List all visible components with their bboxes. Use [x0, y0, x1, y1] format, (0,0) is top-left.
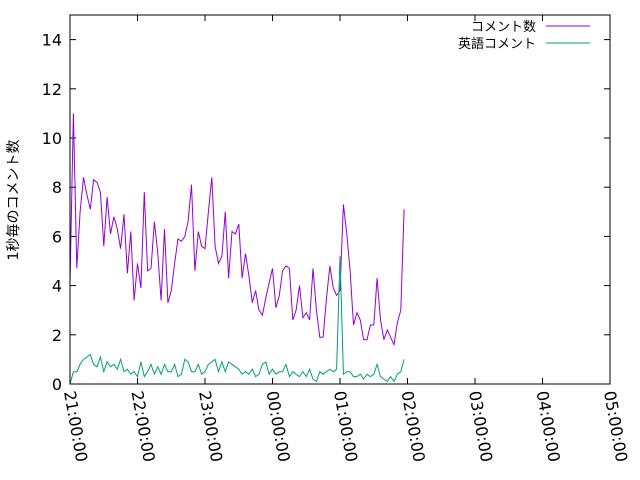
series-group: [69, 113, 405, 385]
y-tick-label: 10: [42, 129, 62, 148]
y-tick-label: 14: [42, 31, 62, 50]
y-tick-label: 8: [52, 178, 62, 197]
legend-label-2: 英語コメント: [458, 36, 536, 52]
series-line-2: [69, 256, 405, 385]
y-axis-label: 1秒毎のコメント数: [6, 140, 22, 261]
y-tick-label: 6: [52, 227, 62, 246]
legend-label-1: コメント数: [471, 20, 536, 35]
plot-frame: [69, 14, 611, 385]
series-line-1: [69, 113, 405, 347]
y-tick-label: 4: [52, 277, 62, 296]
y-tick-label: 2: [52, 326, 62, 345]
y-tick-label: 12: [42, 80, 62, 99]
y-tick-label: 0: [52, 375, 62, 394]
